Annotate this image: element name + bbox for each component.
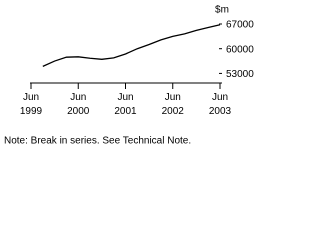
y-tick-label: 60000 [226, 44, 254, 55]
y-tick-label: 53000 [226, 69, 254, 80]
note: Note: Break in series. See Technical Not… [4, 136, 191, 147]
x-tick-label: Jun 2001 [114, 92, 137, 117]
x-tick-label: Jun 1999 [20, 92, 43, 117]
data-line [42, 24, 221, 67]
x-tick-label: Jun 2003 [209, 92, 232, 117]
y-tick-label: 67000 [226, 20, 254, 31]
chart: $m Note: Break in series. See Technical … [4, 5, 254, 147]
x-tick-label: Jun 2002 [162, 92, 185, 117]
x-tick-label: Jun 2000 [67, 92, 90, 117]
unit-label: $m [215, 5, 229, 16]
page: {"chart_data": {"type": "line", "unit_la… [4, 4, 255, 147]
